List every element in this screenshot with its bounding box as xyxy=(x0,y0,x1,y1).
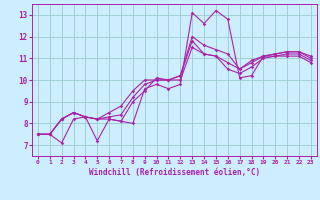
X-axis label: Windchill (Refroidissement éolien,°C): Windchill (Refroidissement éolien,°C) xyxy=(89,168,260,177)
